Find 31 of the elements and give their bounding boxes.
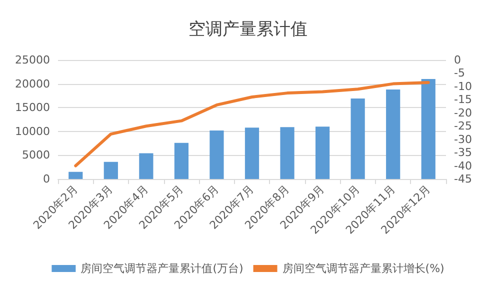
bar <box>421 79 436 179</box>
y2-tick-label: -30 <box>454 132 472 146</box>
legend-label: 房间空气调节器产量累计增长(%) <box>282 262 444 275</box>
y-tick-label: 20000 <box>15 77 50 90</box>
bar <box>315 126 330 179</box>
line-series <box>74 80 430 168</box>
bar <box>350 98 365 179</box>
y2-tick-label: -25 <box>454 120 472 133</box>
chart-title: 空调产量累计值 <box>188 20 308 40</box>
bar <box>210 130 224 179</box>
y2-tick-label: 0 <box>454 54 461 66</box>
bar <box>68 172 83 179</box>
y2-tick-label: -40 <box>454 159 472 172</box>
bar <box>174 142 189 179</box>
y2-tick-label: -20 <box>454 106 472 120</box>
y2-tick-label: -15 <box>454 93 472 106</box>
y2-tick-label: -10 <box>454 80 472 93</box>
bar <box>280 127 294 179</box>
bar <box>244 128 260 179</box>
y2-tick-label: -35 <box>454 146 472 160</box>
y2-tick-label: -45 <box>454 172 472 186</box>
y-tick-label: 0 <box>43 172 50 186</box>
bar <box>139 153 154 179</box>
bar <box>104 162 118 179</box>
legend-label: 房间空气调节器产量累计值(万台) <box>80 262 244 275</box>
y-tick-label: 25000 <box>15 54 50 66</box>
y2-tick-label: -5 <box>454 66 465 80</box>
y-tick-label: 5000 <box>22 148 50 162</box>
y-tick-label: 15000 <box>15 101 50 114</box>
y-tick-label: 10000 <box>15 124 50 138</box>
bar <box>386 90 400 179</box>
